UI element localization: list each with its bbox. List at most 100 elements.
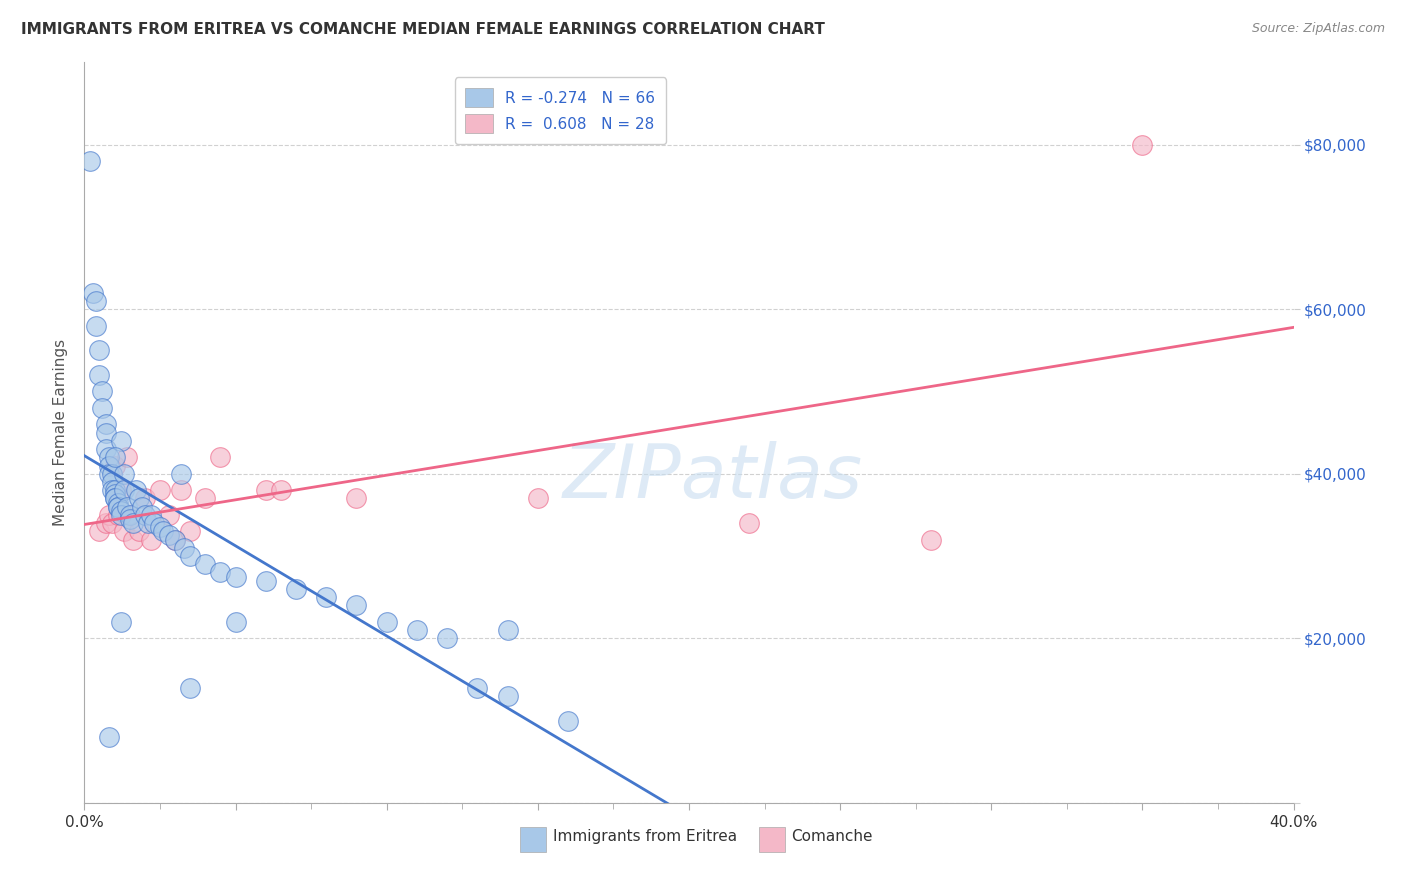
Point bbox=[94, 516, 117, 530]
Point bbox=[107, 508, 129, 522]
Point bbox=[97, 450, 120, 465]
Point bbox=[97, 508, 120, 522]
Point bbox=[1130, 137, 1153, 152]
Point bbox=[209, 450, 232, 465]
Point bbox=[104, 483, 127, 498]
Point bbox=[104, 491, 127, 506]
Point bbox=[157, 508, 180, 522]
Point bbox=[157, 528, 180, 542]
Point bbox=[100, 467, 122, 481]
Point bbox=[110, 434, 132, 448]
Point bbox=[134, 508, 156, 522]
Text: ZIPatlas: ZIPatlas bbox=[562, 441, 863, 513]
Point bbox=[110, 504, 132, 518]
Point bbox=[89, 343, 111, 358]
Point bbox=[112, 483, 135, 498]
Point bbox=[165, 533, 187, 547]
Point bbox=[194, 491, 217, 506]
Point bbox=[86, 293, 108, 308]
Point bbox=[104, 458, 127, 473]
Point bbox=[496, 623, 519, 637]
Point bbox=[436, 632, 458, 646]
Point bbox=[179, 524, 201, 539]
Point bbox=[79, 154, 101, 169]
Point bbox=[100, 516, 122, 530]
Point bbox=[121, 533, 143, 547]
Point bbox=[285, 582, 308, 596]
Point bbox=[89, 368, 111, 382]
Point bbox=[346, 491, 368, 506]
Point bbox=[179, 681, 201, 695]
Point bbox=[118, 508, 141, 522]
Point bbox=[134, 491, 156, 506]
Point bbox=[97, 730, 120, 744]
Point bbox=[557, 714, 579, 728]
Point bbox=[738, 516, 761, 530]
Point bbox=[104, 487, 127, 501]
Point bbox=[107, 500, 129, 514]
Point bbox=[149, 520, 172, 534]
Point bbox=[91, 384, 114, 399]
Point bbox=[104, 491, 127, 506]
Point bbox=[170, 483, 193, 498]
Point bbox=[97, 467, 120, 481]
Text: IMMIGRANTS FROM ERITREA VS COMANCHE MEDIAN FEMALE EARNINGS CORRELATION CHART: IMMIGRANTS FROM ERITREA VS COMANCHE MEDI… bbox=[21, 22, 825, 37]
Y-axis label: Median Female Earnings: Median Female Earnings bbox=[53, 339, 69, 526]
Point bbox=[179, 549, 201, 563]
Point bbox=[110, 508, 132, 522]
Point bbox=[100, 475, 122, 489]
Point bbox=[152, 524, 174, 539]
Point bbox=[91, 401, 114, 415]
Point bbox=[94, 417, 117, 432]
Point bbox=[194, 558, 217, 572]
Point bbox=[136, 516, 159, 530]
Legend: R = -0.274   N = 66, R =  0.608   N = 28: R = -0.274 N = 66, R = 0.608 N = 28 bbox=[454, 78, 666, 144]
Point bbox=[118, 512, 141, 526]
Point bbox=[165, 533, 187, 547]
Point bbox=[496, 689, 519, 703]
Text: Immigrants from Eritrea: Immigrants from Eritrea bbox=[553, 830, 737, 844]
Point bbox=[128, 491, 150, 506]
Point bbox=[173, 541, 195, 555]
Point bbox=[254, 574, 277, 588]
Point bbox=[270, 483, 292, 498]
Point bbox=[94, 442, 117, 456]
Point bbox=[139, 508, 162, 522]
Point bbox=[131, 500, 153, 514]
Text: Source: ZipAtlas.com: Source: ZipAtlas.com bbox=[1251, 22, 1385, 36]
Point bbox=[107, 500, 129, 514]
Point bbox=[920, 533, 942, 547]
Point bbox=[170, 467, 193, 481]
Point bbox=[375, 615, 398, 629]
Point bbox=[86, 318, 108, 333]
Point bbox=[115, 500, 138, 514]
Point bbox=[149, 483, 172, 498]
Point bbox=[128, 524, 150, 539]
Point bbox=[121, 516, 143, 530]
Point bbox=[467, 681, 489, 695]
Point bbox=[107, 495, 129, 509]
Point bbox=[527, 491, 550, 506]
Point bbox=[82, 285, 104, 300]
Point bbox=[209, 566, 232, 580]
Point bbox=[406, 623, 429, 637]
Point bbox=[104, 450, 127, 465]
Point bbox=[254, 483, 277, 498]
Point bbox=[110, 483, 132, 498]
Point bbox=[112, 467, 135, 481]
Point bbox=[112, 524, 135, 539]
Point bbox=[225, 569, 247, 583]
Point bbox=[142, 516, 165, 530]
Point bbox=[118, 508, 141, 522]
Point bbox=[125, 483, 148, 498]
Point bbox=[139, 533, 162, 547]
Text: Comanche: Comanche bbox=[792, 830, 873, 844]
Point bbox=[94, 425, 117, 440]
Point bbox=[110, 615, 132, 629]
Point bbox=[115, 450, 138, 465]
Point bbox=[97, 458, 120, 473]
Point bbox=[100, 483, 122, 498]
Point bbox=[225, 615, 247, 629]
Point bbox=[315, 590, 337, 604]
Point bbox=[89, 524, 111, 539]
